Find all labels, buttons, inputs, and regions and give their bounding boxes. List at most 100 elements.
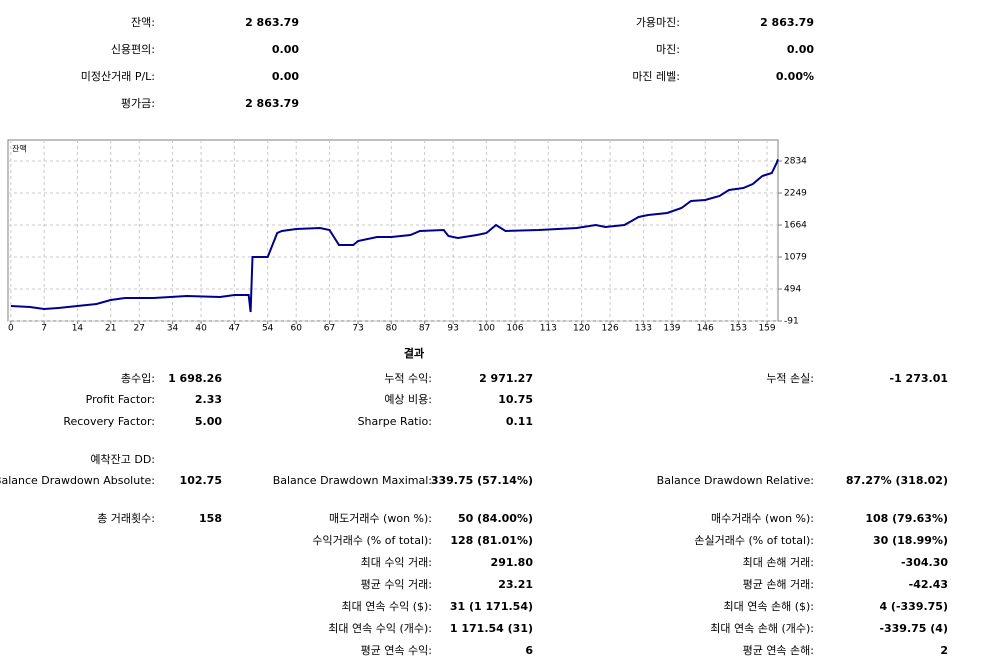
x-tick-label: 0 <box>8 324 14 334</box>
summary-value: 2 863.79 <box>245 97 299 110</box>
result-value: 2 971.27 <box>479 372 533 385</box>
summary-label: 잔액: <box>131 16 155 29</box>
result-label: Balance Drawdown Absolute: <box>0 474 155 487</box>
x-tick-label: 67 <box>324 324 335 334</box>
result-value: 1 698.26 <box>168 372 222 385</box>
summary-label: 마진: <box>656 43 680 56</box>
result-label: 평균 연속 수익: <box>360 644 432 657</box>
result-value: 2.33 <box>194 393 222 406</box>
summary-label: 신용편의: <box>110 43 155 56</box>
x-tick-label: 153 <box>730 324 747 334</box>
result-value: 30 (18.99%) <box>872 534 948 547</box>
result-value: -1 273.01 <box>889 372 949 385</box>
summary-value: 0.00% <box>775 70 814 83</box>
y-tick-label: -91 <box>784 317 799 327</box>
result-value: 4 (-339.75) <box>879 600 948 613</box>
result-value: 87.27% (318.02) <box>845 474 948 487</box>
summary-label: 미정산거래 P/L: <box>80 70 155 83</box>
plot-frame <box>7 139 779 322</box>
y-tick-label: 1664 <box>784 221 807 231</box>
result-value: 108 (79.63%) <box>865 512 948 525</box>
result-value: 50 (84.00%) <box>457 512 533 525</box>
x-tick-label: 113 <box>540 324 557 334</box>
result-value: 6 <box>525 644 533 657</box>
summary-value: 2 863.79 <box>245 16 299 29</box>
result-label: Profit Factor: <box>85 393 155 406</box>
summary-label: 마진 레벨: <box>632 70 680 83</box>
summary-value: 0.00 <box>271 70 299 83</box>
result-label: 총수입: <box>120 372 155 385</box>
x-tick-label: 73 <box>352 324 363 334</box>
result-value: 10.75 <box>498 393 533 406</box>
result-label: 평균 수익 거래: <box>360 578 432 591</box>
result-label: 평균 연속 손해: <box>742 644 814 657</box>
result-label: Balance Drawdown Relative: <box>656 474 814 487</box>
summary-value: 2 863.79 <box>760 16 814 29</box>
summary-value: 0.00 <box>786 43 814 56</box>
result-value: 291.80 <box>490 556 533 569</box>
balance-line <box>10 159 779 313</box>
y-tick-label: 1079 <box>784 253 807 263</box>
result-label: 수익거래수 (% of total): <box>312 534 432 547</box>
x-tick-label: 27 <box>134 324 145 334</box>
result-label: 총 거래횟수: <box>97 512 155 525</box>
summary-label: 가용마진: <box>635 16 680 29</box>
result-value: 158 <box>199 512 222 525</box>
result-label: 최대 손해 거래: <box>742 556 814 569</box>
result-value: 339.75 (57.14%) <box>430 474 533 487</box>
result-label: 매도거래수 (won %): <box>328 512 432 525</box>
result-value: -339.75 (4) <box>879 622 948 635</box>
result-label: 평균 손해 거래: <box>742 578 814 591</box>
x-tick-label: 60 <box>290 324 302 334</box>
result-label: 최대 연속 손해 ($): <box>723 600 815 613</box>
x-tick-label: 159 <box>758 324 775 334</box>
result-label: 손실거래수 (% of total): <box>694 534 814 547</box>
y-tick-label: 2249 <box>784 189 807 199</box>
grid <box>8 140 778 322</box>
result-value: 0.11 <box>505 415 533 428</box>
result-label: 매수거래수 (won %): <box>710 512 814 525</box>
result-value: 102.75 <box>179 474 222 487</box>
result-label: 최대 연속 수익 (개수): <box>328 622 432 635</box>
x-tick-label: 40 <box>195 324 207 334</box>
x-tick-label: 106 <box>506 324 523 334</box>
result-label: 예착잔고 DD: <box>90 453 155 466</box>
results-title: 결과 <box>403 347 425 360</box>
result-value: 5.00 <box>194 415 222 428</box>
x-tick-label: 146 <box>697 324 714 334</box>
result-value: 23.21 <box>498 578 533 591</box>
x-tick-label: 93 <box>447 324 458 334</box>
result-label: 최대 수익 거래: <box>360 556 432 569</box>
summary-label: 평가금: <box>120 97 155 110</box>
x-tick-label: 54 <box>262 324 274 334</box>
x-tick-label: 14 <box>72 324 84 334</box>
result-label: 누적 손실: <box>766 372 814 385</box>
result-value: 31 (1 171.54) <box>449 600 533 613</box>
y-tick-label: 2834 <box>784 157 807 167</box>
x-tick-label: 21 <box>105 324 116 334</box>
x-tick-label: 80 <box>386 324 398 334</box>
x-tick-label: 47 <box>229 324 240 334</box>
chart: 잔액 -91 494 1079 1664 2249 2834 0 7 14 21 27 34 40 47 5… <box>7 139 807 334</box>
x-tick-label: 120 <box>573 324 590 334</box>
summary-value: 0.00 <box>271 43 299 56</box>
result-value: 2 <box>940 644 948 657</box>
result-value: -42.43 <box>908 578 948 591</box>
result-value: -304.30 <box>900 556 948 569</box>
result-label: 최대 연속 수익 ($): <box>341 600 433 613</box>
x-tick-label: 139 <box>663 324 680 334</box>
result-label: 예상 비용: <box>384 393 432 406</box>
result-label: 누적 수익: <box>384 372 432 385</box>
x-tick-label: 87 <box>419 324 430 334</box>
result-label: 최대 연속 손해 (개수): <box>710 622 814 635</box>
y-tick-label: 494 <box>784 285 801 295</box>
x-tick-label: 7 <box>41 324 47 334</box>
result-value: 1 171.54 (31) <box>449 622 533 635</box>
result-label: Recovery Factor: <box>63 415 155 428</box>
x-tick-label: 34 <box>167 324 179 334</box>
x-tick-label: 126 <box>602 324 619 334</box>
x-tick-label: 100 <box>478 324 495 334</box>
result-label: Sharpe Ratio: <box>357 415 432 428</box>
x-tick-label: 133 <box>635 324 652 334</box>
